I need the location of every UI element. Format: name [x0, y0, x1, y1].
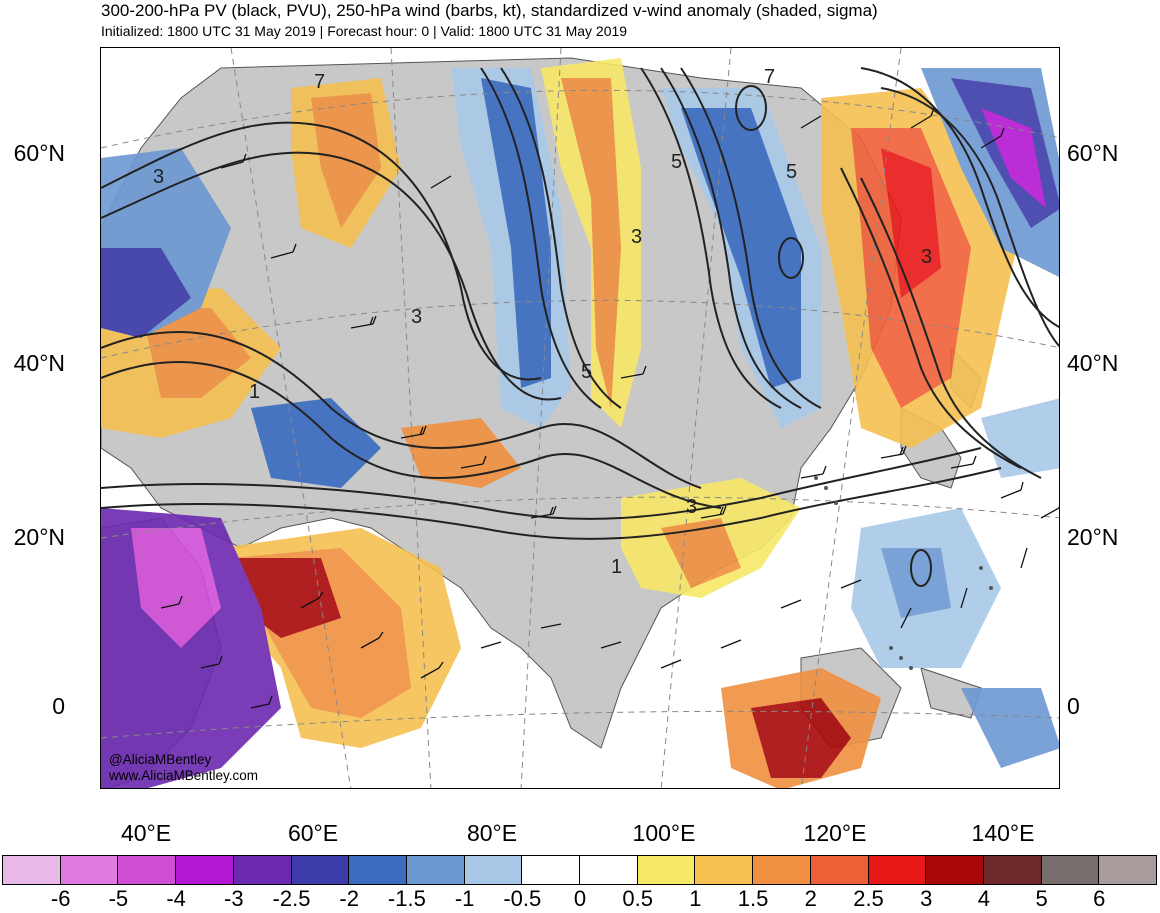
pv-label-3: 3: [411, 306, 422, 328]
lat-label-40n-right: 40°N: [1067, 350, 1119, 376]
colorbar-tick-label: -1.5: [387, 886, 426, 911]
lon-label-140e: 140°E: [971, 820, 1035, 846]
colorbar-tick-label: -2: [339, 886, 359, 911]
colorbar-segment: [232, 855, 292, 885]
colorbar-tick-label: 3: [920, 886, 933, 911]
colorbar-segment: [290, 855, 350, 885]
pv-label-3: 3: [153, 166, 164, 188]
lon-label-60e: 60°E: [287, 820, 339, 846]
colorbar: [2, 855, 1158, 885]
colorbar-tick-label: 1.5: [737, 886, 769, 911]
pv-contours: [101, 67, 1059, 587]
colorbar-tick-label: -0.5: [503, 886, 542, 911]
lat-label-40n-left: 40°N: [13, 350, 65, 376]
pv-label-1: 1: [249, 381, 260, 403]
colorbar-tick-label: 0.5: [622, 886, 653, 911]
colorbar-tick-label: 4: [977, 886, 991, 911]
colorbar-tick-label: 0: [573, 886, 587, 911]
pv-label-1: 1: [611, 556, 622, 578]
colorbar-segment: [175, 855, 234, 885]
pv-labels: 7 7 5 5 5 3 3 3 3 3 1 1: [153, 66, 932, 578]
pv-label-3: 3: [686, 496, 697, 518]
colorbar-segment: [1040, 855, 1100, 885]
graticule: [101, 48, 1059, 788]
wind-barbs: [160, 107, 1059, 709]
colorbar-labels: -6 -5 -4 -3 -2.5 -2 -1.5 -1 -0.5 0 0.5 1 1.5 2 2.5 3 4 5 6: [0, 886, 1160, 913]
colorbar-tick-label: 6: [1093, 886, 1106, 911]
colorbar-segment: [925, 855, 984, 885]
weather-map: 7 7 5 5 5 3 3 3 3 3 1 1: [100, 47, 1060, 789]
lat-label-60n-right: 60°N: [1067, 140, 1119, 166]
pv-label-7: 7: [314, 71, 325, 93]
lat-label-20n-right: 20°N: [1067, 524, 1119, 550]
colorbar-tick-label: -1: [454, 886, 475, 911]
colorbar-tick-label: 2: [804, 886, 817, 911]
lon-label-120e: 120°E: [803, 820, 867, 846]
pv-label-7: 7: [764, 66, 775, 88]
pv-label-5: 5: [581, 361, 592, 383]
colorbar-segment: [636, 855, 696, 885]
lat-label-20n-left: 20°N: [13, 524, 65, 550]
colorbar-segment: [867, 855, 927, 885]
lat-label-0-left: 0: [52, 693, 65, 719]
colorbar-segment: [982, 855, 1042, 885]
colorbar-tick-label: -2.5: [272, 886, 311, 911]
colorbar-tick-label: -4: [166, 886, 186, 911]
colorbar-segment: [579, 855, 638, 885]
pv-label-5: 5: [786, 161, 797, 183]
credit-url: www.AliciaMBentley.com: [109, 768, 259, 783]
colorbar-segment: [694, 855, 754, 885]
colorbar-tick-label: 2.5: [853, 886, 884, 911]
pv-label-3: 3: [631, 226, 642, 248]
colorbar-segment: [752, 855, 811, 885]
lon-label-40e: 40°E: [120, 820, 172, 846]
colorbar-segment: [405, 855, 465, 885]
colorbar-segment: [348, 855, 407, 885]
lat-label-60n-left: 60°N: [13, 140, 65, 166]
pv-label-3: 3: [921, 246, 932, 268]
coastline-detail: [814, 476, 993, 670]
colorbar-segment: [809, 855, 869, 885]
lon-label-100e: 100°E: [632, 820, 696, 846]
v-wind-anomaly-shading: [101, 58, 1059, 788]
colorbar-segment: [59, 855, 119, 885]
colorbar-tick-label: 1: [689, 886, 702, 911]
lon-label-80e: 80°E: [466, 820, 518, 846]
colorbar-tick-label: -5: [108, 886, 129, 911]
colorbar-segment: [463, 855, 523, 885]
colorbar-tick-label: -3: [224, 886, 244, 911]
colorbar-segment: [521, 855, 581, 885]
colorbar-tick-label: 5: [1035, 886, 1048, 911]
colorbar-segment: [1098, 855, 1158, 885]
colorbar-tick-label: -6: [50, 886, 71, 911]
chart-subtitle: Initialized: 1800 UTC 31 May 2019 | Fore…: [101, 23, 628, 39]
colorbar-segment: [2, 855, 61, 885]
colorbar-segment: [117, 855, 177, 885]
lat-label-0-right: 0: [1067, 693, 1080, 719]
credit-handle: @AliciaMBentley: [109, 752, 212, 767]
chart-title: 300-200-hPa PV (black, PVU), 250-hPa win…: [101, 1, 878, 20]
pv-label-5: 5: [671, 151, 682, 173]
